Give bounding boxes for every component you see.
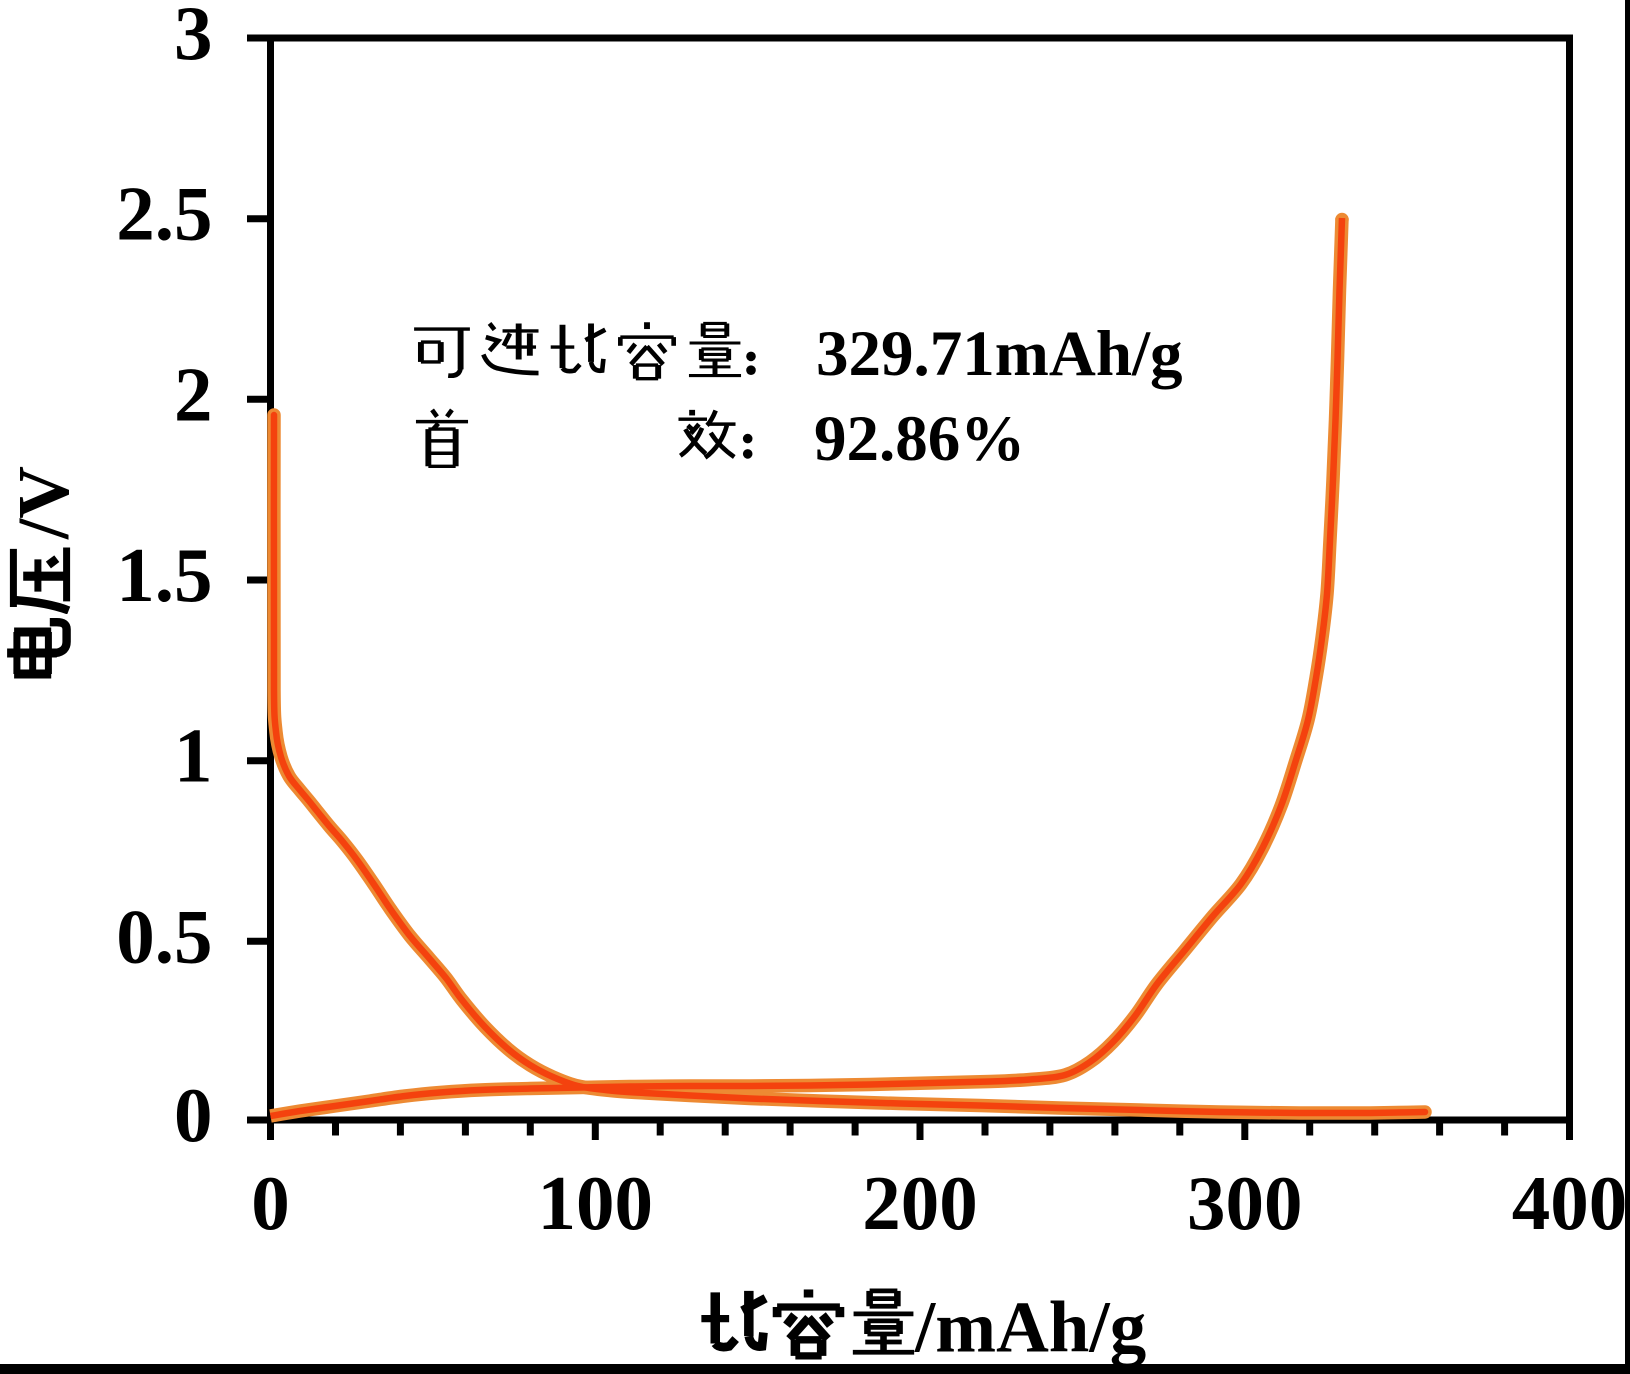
svg-text:0.5: 0.5 [116, 893, 212, 979]
svg-text:400: 400 [1512, 1160, 1628, 1246]
svg-text:3: 3 [174, 0, 213, 76]
svg-text:100: 100 [538, 1160, 654, 1246]
svg-text:300: 300 [1187, 1160, 1303, 1246]
svg-text:0: 0 [174, 1072, 213, 1158]
svg-text:/V: /V [3, 466, 84, 540]
svg-text:2.5: 2.5 [116, 171, 212, 257]
svg-text:/mAh/g: /mAh/g [914, 1287, 1146, 1368]
svg-text:200: 200 [862, 1160, 978, 1246]
svg-text:1: 1 [174, 713, 213, 799]
svg-text:92.86%: 92.86% [814, 403, 1025, 475]
svg-text:0: 0 [251, 1160, 290, 1246]
svg-text:2: 2 [174, 351, 213, 437]
svg-text:1.5: 1.5 [116, 532, 212, 618]
svg-text:329.71mAh/g: 329.71mAh/g [816, 318, 1183, 390]
